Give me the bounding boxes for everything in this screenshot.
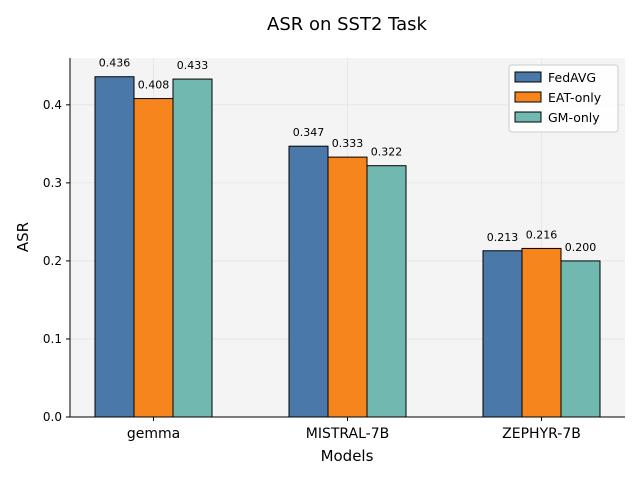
bar — [327, 156, 368, 418]
y-tick-label: 0.1 — [43, 332, 62, 346]
bar — [366, 165, 407, 418]
legend-label: FedAVG — [548, 70, 596, 85]
bar — [560, 260, 601, 418]
legend: FedAVG EAT-only GM-only — [508, 64, 619, 133]
bar — [133, 98, 174, 418]
data-label: 0.200 — [565, 241, 597, 254]
data-label: 0.408 — [138, 79, 170, 92]
bar — [288, 145, 329, 418]
data-label: 0.433 — [177, 59, 209, 72]
legend-swatch — [514, 91, 542, 103]
legend-swatch — [514, 71, 542, 83]
bar — [94, 76, 135, 418]
data-label: 0.322 — [371, 146, 403, 159]
legend-label: GM-only — [548, 110, 600, 125]
bar — [172, 78, 213, 418]
data-label: 0.213 — [487, 231, 519, 244]
data-label: 0.333 — [332, 137, 364, 150]
x-ticks: gemma MISTRAL-7B ZEPHYR-7B — [127, 417, 581, 442]
y-axis-label: ASR — [14, 222, 32, 252]
y-tick-label: 0.3 — [43, 176, 62, 190]
x-tick-label: MISTRAL-7B — [306, 426, 390, 442]
legend-swatch — [514, 111, 542, 123]
data-labels: 0.436 0.347 0.213 0.408 0.333 0.216 0.433 0.322… — [99, 57, 597, 254]
data-label: 0.347 — [293, 126, 325, 139]
y-tick-label: 0.4 — [43, 98, 62, 112]
x-axis-label: Models — [321, 447, 374, 465]
data-label: 0.216 — [526, 228, 558, 241]
bar — [521, 247, 562, 418]
bars — [94, 76, 601, 418]
y-ticks: 0.0 0.1 0.2 0.3 0.4 — [43, 98, 70, 424]
y-tick-label: 0.0 — [43, 410, 62, 424]
data-label: 0.436 — [99, 57, 131, 70]
y-tick-label: 0.2 — [43, 254, 62, 268]
x-tick-label: ZEPHYR-7B — [502, 426, 581, 442]
legend-label: EAT-only — [548, 90, 602, 105]
chart-title: ASR on SST2 Task — [267, 14, 428, 35]
x-tick-label: gemma — [127, 426, 180, 442]
bar — [482, 250, 523, 418]
